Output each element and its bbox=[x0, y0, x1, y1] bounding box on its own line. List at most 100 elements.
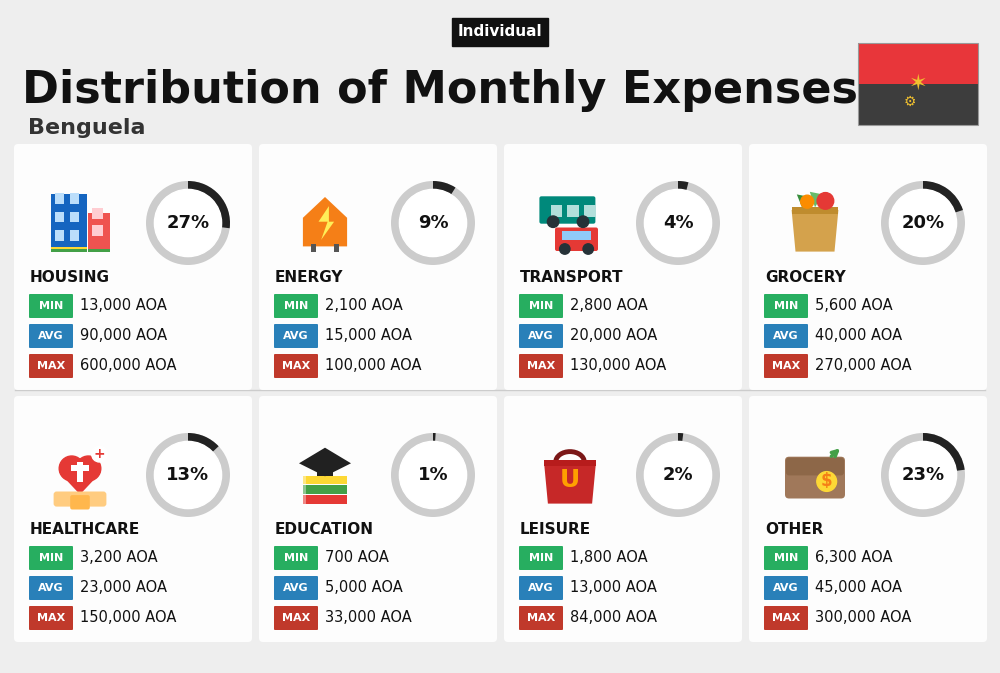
FancyBboxPatch shape bbox=[786, 458, 844, 475]
Wedge shape bbox=[188, 433, 219, 452]
Circle shape bbox=[577, 216, 589, 227]
Text: ⚙: ⚙ bbox=[904, 95, 916, 109]
Text: MIN: MIN bbox=[774, 301, 798, 311]
FancyBboxPatch shape bbox=[519, 576, 563, 600]
Text: 27%: 27% bbox=[166, 214, 210, 232]
FancyBboxPatch shape bbox=[303, 485, 306, 494]
Text: 20%: 20% bbox=[901, 214, 945, 232]
Text: AVG: AVG bbox=[773, 583, 799, 593]
Text: 2,100 AOA: 2,100 AOA bbox=[325, 299, 403, 314]
Text: 1%: 1% bbox=[418, 466, 448, 484]
FancyBboxPatch shape bbox=[88, 249, 110, 252]
Text: 33,000 AOA: 33,000 AOA bbox=[325, 610, 412, 625]
FancyBboxPatch shape bbox=[764, 354, 808, 378]
Text: OTHER: OTHER bbox=[765, 522, 823, 538]
FancyBboxPatch shape bbox=[51, 194, 87, 252]
FancyBboxPatch shape bbox=[858, 43, 978, 84]
FancyBboxPatch shape bbox=[303, 495, 306, 503]
Circle shape bbox=[399, 189, 467, 256]
Text: ✶: ✶ bbox=[909, 74, 927, 94]
FancyBboxPatch shape bbox=[764, 546, 808, 570]
FancyBboxPatch shape bbox=[764, 294, 808, 318]
Wedge shape bbox=[636, 181, 720, 265]
FancyBboxPatch shape bbox=[29, 354, 73, 378]
Text: 45,000 AOA: 45,000 AOA bbox=[815, 581, 902, 596]
FancyBboxPatch shape bbox=[764, 606, 808, 630]
Text: U: U bbox=[560, 468, 580, 492]
FancyBboxPatch shape bbox=[92, 225, 103, 236]
Text: +: + bbox=[94, 447, 105, 461]
FancyBboxPatch shape bbox=[519, 606, 563, 630]
FancyBboxPatch shape bbox=[504, 396, 742, 642]
FancyBboxPatch shape bbox=[29, 576, 73, 600]
FancyBboxPatch shape bbox=[70, 193, 79, 204]
FancyBboxPatch shape bbox=[544, 460, 596, 466]
Text: 100,000 AOA: 100,000 AOA bbox=[325, 359, 422, 374]
FancyBboxPatch shape bbox=[303, 495, 347, 503]
FancyBboxPatch shape bbox=[29, 546, 73, 570]
FancyBboxPatch shape bbox=[519, 354, 563, 378]
Text: 9%: 9% bbox=[418, 214, 448, 232]
Wedge shape bbox=[678, 181, 688, 190]
Circle shape bbox=[644, 189, 712, 256]
Text: MAX: MAX bbox=[282, 361, 310, 371]
Wedge shape bbox=[188, 181, 230, 228]
FancyBboxPatch shape bbox=[92, 208, 103, 219]
Circle shape bbox=[92, 446, 107, 462]
FancyBboxPatch shape bbox=[274, 606, 318, 630]
Wedge shape bbox=[881, 181, 965, 265]
Wedge shape bbox=[923, 433, 965, 471]
FancyBboxPatch shape bbox=[519, 294, 563, 318]
FancyBboxPatch shape bbox=[567, 205, 579, 217]
Text: 23,000 AOA: 23,000 AOA bbox=[80, 581, 167, 596]
Circle shape bbox=[547, 216, 559, 227]
Text: MIN: MIN bbox=[529, 553, 553, 563]
FancyBboxPatch shape bbox=[334, 244, 339, 252]
Wedge shape bbox=[433, 433, 436, 441]
Text: 13,000 AOA: 13,000 AOA bbox=[570, 581, 657, 596]
FancyBboxPatch shape bbox=[274, 546, 318, 570]
Text: 23%: 23% bbox=[901, 466, 945, 484]
FancyBboxPatch shape bbox=[550, 205, 562, 217]
FancyBboxPatch shape bbox=[29, 606, 73, 630]
Wedge shape bbox=[146, 181, 230, 265]
Circle shape bbox=[59, 456, 84, 481]
Text: 5,600 AOA: 5,600 AOA bbox=[815, 299, 893, 314]
FancyBboxPatch shape bbox=[70, 230, 79, 241]
FancyBboxPatch shape bbox=[539, 197, 595, 223]
Text: EDUCATION: EDUCATION bbox=[275, 522, 374, 538]
FancyBboxPatch shape bbox=[54, 491, 106, 507]
FancyBboxPatch shape bbox=[303, 476, 306, 484]
Circle shape bbox=[644, 441, 712, 509]
Wedge shape bbox=[391, 181, 475, 265]
Text: Individual: Individual bbox=[458, 24, 542, 40]
Text: MIN: MIN bbox=[284, 553, 308, 563]
Text: MIN: MIN bbox=[284, 301, 308, 311]
FancyBboxPatch shape bbox=[504, 144, 742, 390]
FancyBboxPatch shape bbox=[858, 84, 978, 125]
Circle shape bbox=[154, 189, 222, 256]
Wedge shape bbox=[881, 433, 965, 517]
Circle shape bbox=[399, 441, 467, 509]
Text: 6,300 AOA: 6,300 AOA bbox=[815, 551, 893, 565]
Text: LEISURE: LEISURE bbox=[520, 522, 591, 538]
Circle shape bbox=[889, 189, 957, 256]
Text: MAX: MAX bbox=[527, 361, 555, 371]
FancyBboxPatch shape bbox=[71, 465, 89, 471]
FancyBboxPatch shape bbox=[749, 144, 987, 390]
Text: AVG: AVG bbox=[283, 331, 309, 341]
Polygon shape bbox=[810, 192, 823, 207]
FancyBboxPatch shape bbox=[274, 294, 318, 318]
Text: MIN: MIN bbox=[39, 553, 63, 563]
Text: 13,000 AOA: 13,000 AOA bbox=[80, 299, 167, 314]
Text: 2,800 AOA: 2,800 AOA bbox=[570, 299, 648, 314]
Circle shape bbox=[801, 195, 814, 208]
Text: MAX: MAX bbox=[37, 361, 65, 371]
Circle shape bbox=[560, 244, 570, 254]
Text: ENERGY: ENERGY bbox=[275, 271, 344, 285]
Text: GROCERY: GROCERY bbox=[765, 271, 846, 285]
Text: MIN: MIN bbox=[774, 553, 798, 563]
FancyBboxPatch shape bbox=[562, 231, 591, 240]
Text: 20,000 AOA: 20,000 AOA bbox=[570, 328, 657, 343]
FancyBboxPatch shape bbox=[317, 466, 333, 476]
